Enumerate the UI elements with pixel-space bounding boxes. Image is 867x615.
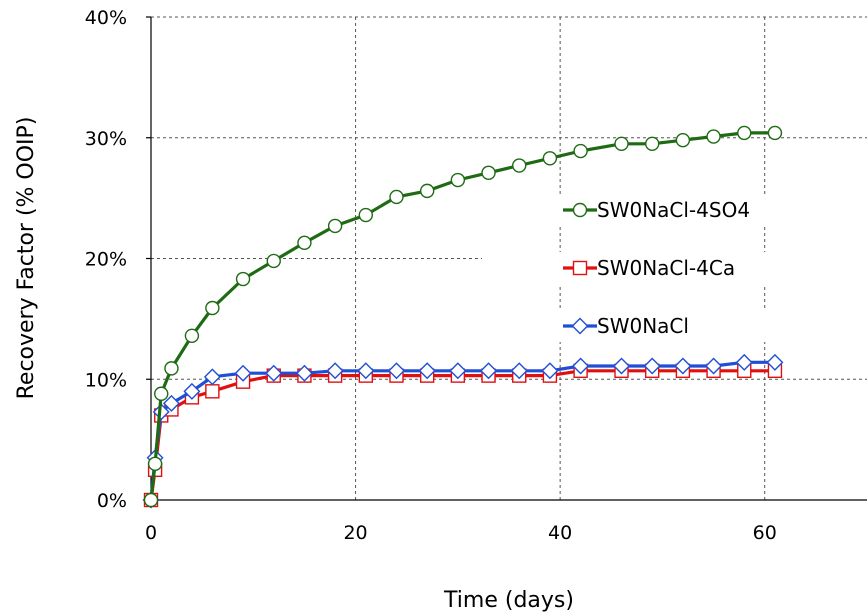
data-point <box>205 300 220 316</box>
data-point <box>234 364 252 382</box>
series-SW0NaCl-4Ca <box>143 363 783 508</box>
data-point <box>706 129 721 144</box>
y-tick-label: 40% <box>85 7 127 29</box>
series-SW0NaCl-4SO4 <box>143 125 783 508</box>
legend-label: SW0NaCl <box>597 314 689 338</box>
data-point <box>164 361 179 376</box>
data-point <box>643 357 661 375</box>
data-point <box>510 362 528 380</box>
legend-marker <box>572 260 588 276</box>
y-tick-label: 30% <box>85 128 127 150</box>
x-axis-title: Time (days) <box>443 588 574 613</box>
data-point <box>184 328 200 343</box>
y-tick-label: 10% <box>85 369 127 391</box>
data-point <box>449 362 467 380</box>
data-point <box>295 364 313 382</box>
legend: SW0NaCl-4SO4 SW0NaCl-4Ca SW0NaCl <box>553 194 793 342</box>
legend-label: SW0NaCl-4SO4 <box>597 198 750 222</box>
data-point <box>737 125 752 141</box>
series-line <box>149 369 775 501</box>
y-tick-label: 0% <box>97 490 127 512</box>
x-tick-label: 0 <box>145 522 157 544</box>
data-point <box>418 362 436 380</box>
data-point <box>705 357 723 375</box>
data-point <box>419 183 435 199</box>
data-point <box>572 357 590 375</box>
data-point <box>450 172 466 188</box>
data-point <box>358 207 373 223</box>
y-tick-label: 20% <box>85 249 127 271</box>
data-point <box>205 384 220 399</box>
data-point <box>183 382 201 400</box>
data-point <box>154 386 169 401</box>
data-point <box>152 403 170 421</box>
data-point <box>481 165 496 180</box>
data-point <box>512 158 527 173</box>
data-point <box>203 368 221 386</box>
data-point <box>614 136 629 151</box>
legend-item: SW0NaCl-4SO4 <box>553 194 793 226</box>
data-point <box>387 362 405 380</box>
data-point <box>235 271 251 287</box>
data-point <box>573 143 588 159</box>
x-tick-label: 60 <box>753 522 777 544</box>
data-point <box>675 132 691 148</box>
data-point <box>143 492 159 508</box>
legend-marker <box>571 317 589 335</box>
data-point <box>542 151 558 166</box>
legend-item: SW0NaCl-4Ca <box>553 252 793 284</box>
data-point <box>735 353 753 371</box>
data-point <box>327 218 343 234</box>
data-point <box>357 362 375 380</box>
data-point <box>480 362 498 380</box>
data-point <box>297 235 312 251</box>
data-point <box>674 357 692 375</box>
legend-label: SW0NaCl-4Ca <box>597 256 735 280</box>
data-point <box>645 136 660 151</box>
y-axis-title: Recovery Factor (% OOIP) <box>14 117 39 400</box>
x-tick-label: 40 <box>548 522 572 544</box>
tick-labels: 0% 10% 20% 30% 40% 0 20 40 60 <box>85 7 777 544</box>
data-point <box>767 125 783 141</box>
data-point <box>389 189 404 205</box>
x-tick-label: 20 <box>343 522 367 544</box>
legend-item: SW0NaCl <box>553 310 793 342</box>
data-point <box>326 362 344 380</box>
data-point <box>147 456 163 471</box>
legend-marker <box>572 202 588 218</box>
data-point <box>162 394 180 412</box>
data-point <box>266 253 281 269</box>
data-point <box>613 357 631 375</box>
data-point <box>541 362 559 380</box>
data-point <box>265 364 283 382</box>
data-point <box>766 353 784 371</box>
series-group <box>142 125 784 509</box>
